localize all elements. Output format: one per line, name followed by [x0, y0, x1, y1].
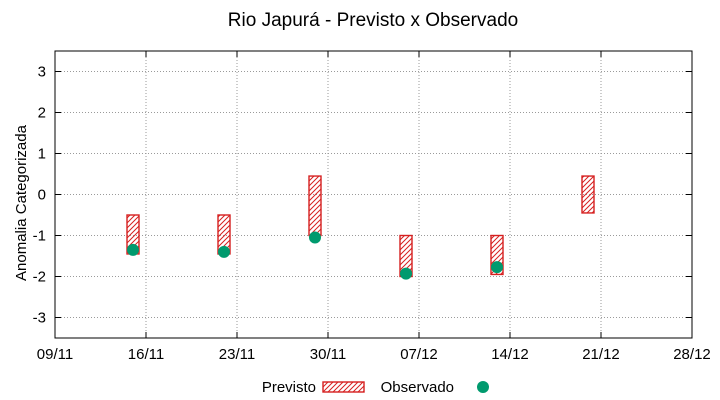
y-tick-label: 1 — [38, 146, 46, 163]
legend-swatch-observado — [477, 381, 489, 393]
x-tick-label: 14/12 — [491, 346, 529, 363]
y-axis-ticks: -3 -2 -1 0 1 2 3 — [33, 64, 692, 327]
y-tick-label: 2 — [38, 105, 46, 122]
y-tick-label: 0 — [38, 187, 46, 204]
y-tick-label: 3 — [38, 64, 46, 81]
chart-title: Rio Japurá - Previsto x Observado — [228, 10, 518, 31]
previsto-range-bar — [308, 175, 322, 237]
y-tick-label: -2 — [33, 269, 46, 286]
y-axis-label: Anomalia Categorizada — [13, 124, 30, 281]
previsto-range-bar — [581, 175, 595, 214]
observado-point — [309, 231, 321, 244]
y-tick-label: -1 — [33, 228, 46, 245]
legend-label-observado: Observado — [381, 379, 454, 396]
legend-swatch-previsto — [322, 381, 365, 393]
plot-frame — [54, 50, 693, 339]
x-tick-label: 23/11 — [219, 346, 255, 363]
legend-label-previsto: Previsto — [262, 379, 316, 396]
x-tick-label: 09/11 — [37, 346, 73, 363]
observado-point — [400, 267, 412, 280]
legend: Previsto Observado — [262, 379, 489, 396]
x-axis-ticks: 09/11 16/11 23/11 30/11 07/12 14/12 21/12 28/12 — [37, 51, 711, 363]
x-tick-label: 28/12 — [673, 346, 711, 363]
x-tick-label: 21/12 — [582, 346, 620, 363]
y-tick-label: -3 — [33, 310, 46, 327]
x-tick-label: 07/12 — [400, 346, 438, 363]
grid-lines — [55, 51, 692, 338]
x-tick-label: 16/11 — [128, 346, 164, 363]
observado-point — [127, 243, 139, 256]
x-tick-label: 30/11 — [310, 346, 346, 363]
observado-point — [491, 261, 503, 274]
data-marks — [126, 175, 595, 280]
observado-point — [218, 245, 230, 258]
